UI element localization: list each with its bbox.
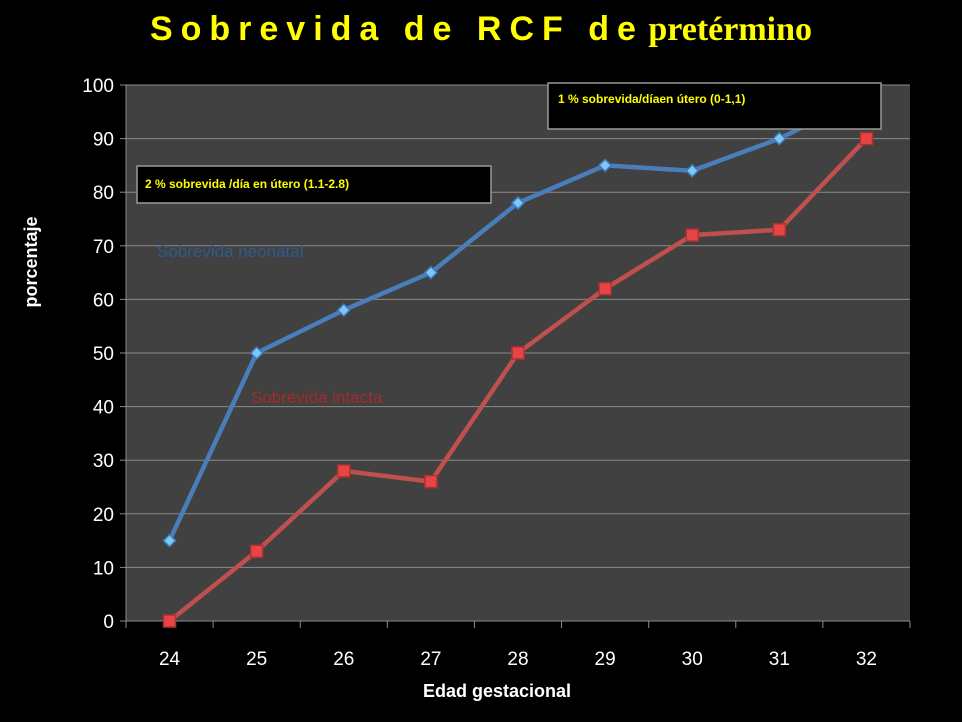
y-tick-label: 40 bbox=[93, 398, 114, 419]
data-point-intacta bbox=[162, 614, 177, 628]
data-point-neonatal bbox=[510, 195, 526, 210]
data-point-neonatal bbox=[249, 345, 264, 361]
x-tick-label: 25 bbox=[246, 649, 267, 670]
x-tick-label: 32 bbox=[856, 649, 877, 670]
x-tick-label: 31 bbox=[769, 649, 790, 670]
y-tick-label: 90 bbox=[93, 130, 114, 151]
annotation-2-text: 1 % sobrevida/díaen útero (0-1,1) bbox=[558, 92, 745, 106]
data-point-neonatal bbox=[336, 303, 351, 318]
x-tick-label: 28 bbox=[507, 649, 528, 670]
x-tick-label: 29 bbox=[595, 649, 616, 670]
x-tick-labels: 24 25 26 27 28 29 30 31 32 bbox=[159, 649, 877, 670]
data-point-neonatal bbox=[162, 533, 177, 548]
data-point-intacta bbox=[337, 464, 351, 478]
data-point-intacta bbox=[424, 474, 438, 489]
data-point-neonatal bbox=[598, 158, 613, 173]
x-axis-title: Edad gestacional bbox=[423, 681, 571, 701]
data-point-intacta bbox=[772, 222, 787, 237]
data-point-neonatal bbox=[685, 163, 700, 178]
data-point-intacta bbox=[685, 228, 699, 242]
x-tick-label: 27 bbox=[420, 649, 441, 670]
annotation-box-2: 1 % sobrevida/díaen útero (0-1,1) bbox=[547, 82, 882, 130]
series-label-neonatal: Sobrevida neonatal bbox=[157, 242, 304, 261]
y-tick-label: 80 bbox=[93, 183, 114, 204]
annotation-1-text: 2 % sobrevida /día en útero (1.1-2.8) bbox=[145, 177, 349, 191]
series-label-intacta: Sobrevida intacta bbox=[251, 388, 383, 407]
y-tick-label: 0 bbox=[103, 612, 114, 633]
x-tick-label: 30 bbox=[682, 649, 703, 670]
chart-title: Sobrevida de RCF de pretérmino bbox=[0, 10, 962, 60]
y-tick-label: 50 bbox=[93, 344, 114, 365]
y-tick-label: 70 bbox=[93, 237, 114, 258]
y-tick-label: 10 bbox=[93, 558, 114, 579]
y-axis-title: porcentaje bbox=[21, 216, 41, 307]
data-point-intacta bbox=[511, 346, 525, 360]
data-point-intacta bbox=[249, 544, 264, 559]
data-point-neonatal bbox=[423, 265, 438, 280]
data-point-intacta bbox=[598, 281, 612, 296]
chart-title-last: pretérmino bbox=[648, 11, 813, 48]
y-tick-label: 20 bbox=[93, 505, 114, 526]
x-tick-label: 26 bbox=[333, 649, 354, 670]
data-point-neonatal bbox=[772, 131, 787, 146]
data-point-intacta bbox=[859, 131, 874, 146]
annotation-box-2-frame bbox=[547, 82, 882, 130]
axes bbox=[125, 85, 911, 628]
chart-title-main: Sobrevida de RCF de bbox=[149, 10, 644, 48]
y-tick-label: 30 bbox=[93, 451, 114, 472]
y-tick-label: 100 bbox=[82, 76, 114, 97]
annotation-box-1-frame bbox=[136, 165, 492, 204]
y-tick-label: 60 bbox=[93, 290, 114, 311]
x-tick-label: 24 bbox=[159, 649, 181, 670]
annotation-box-1: 2 % sobrevida /día en útero (1.1-2.8) bbox=[136, 165, 492, 204]
y-tick-labels: 0 10 20 30 40 50 60 70 80 90 100 bbox=[82, 76, 114, 633]
